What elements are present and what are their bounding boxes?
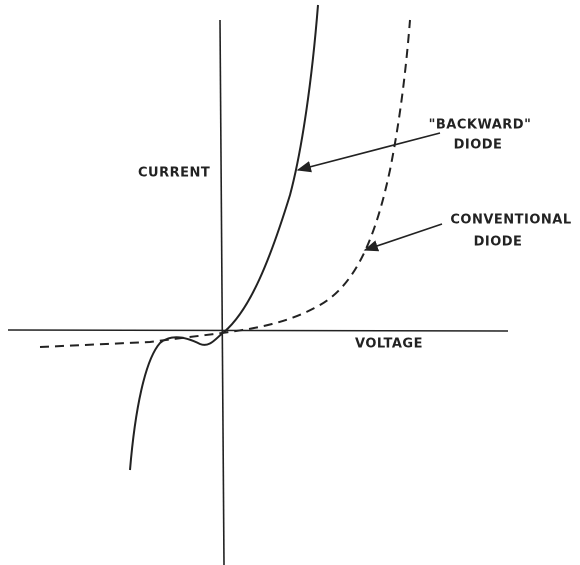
y-axis [219,19,225,565]
annotation-line: "BACKWARD" [429,118,532,133]
conventional-arrow [363,223,443,252]
annotation-line: DIODE [454,138,503,153]
x-axis [7,329,509,332]
backward-diode-curve [129,4,319,471]
annotation-line: DIODE [474,235,523,250]
annotation-line: CONVENTIONAL [450,213,571,228]
backward-arrow [296,132,441,173]
y-axis-label: CURRENT [138,166,210,181]
conventional-diode-curve [39,19,411,348]
x-axis-label: VOLTAGE [355,337,423,352]
